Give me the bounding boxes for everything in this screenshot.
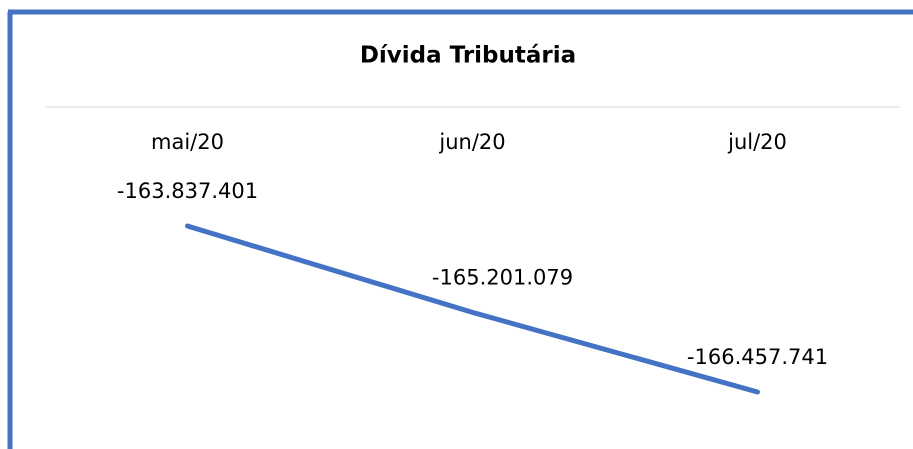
x-tick-label: jul/20 — [727, 130, 787, 154]
x-tick-label: jun/20 — [438, 130, 505, 154]
data-label: -166.457.741 — [687, 345, 828, 369]
x-tick-label: mai/20 — [151, 130, 224, 154]
chart-title: Dívida Tributária — [360, 43, 576, 69]
data-line — [185, 223, 760, 395]
data-label: -165.201.079 — [432, 265, 573, 289]
data-label: -163.837.401 — [117, 179, 258, 203]
